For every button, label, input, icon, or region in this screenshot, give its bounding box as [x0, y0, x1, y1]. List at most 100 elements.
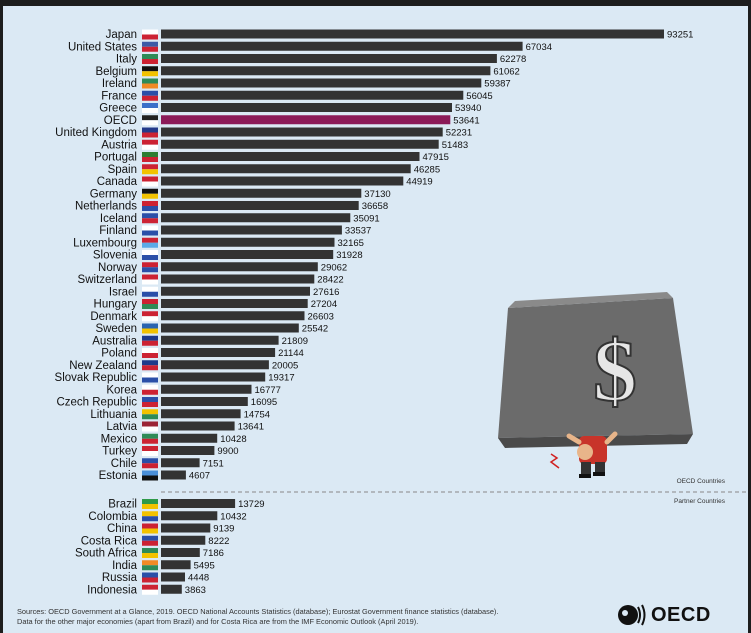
country-label-austria: Austria	[101, 139, 137, 151]
bar-latvia	[161, 421, 235, 431]
value-label-latvia: 13641	[238, 422, 264, 433]
block-face	[498, 298, 693, 438]
value-label-south-africa: 7186	[203, 548, 224, 559]
flag-icon-lithuania	[142, 409, 158, 420]
value-label-germany: 37130	[364, 189, 390, 200]
bar-korea	[161, 384, 252, 394]
bar-czech-republic	[161, 397, 248, 406]
value-label-netherlands: 36658	[362, 201, 388, 212]
flag-icon-portugal	[142, 152, 158, 162]
value-label-costa-rica: 8222	[208, 536, 229, 547]
bar-mexico	[161, 433, 218, 443]
country-label-australia: Australia	[92, 335, 137, 347]
bar-ireland	[161, 78, 482, 88]
bar-south-africa	[161, 548, 200, 557]
country-label-india: India	[112, 560, 138, 572]
flag-icon-united-states	[142, 41, 158, 52]
flag-icon-slovenia	[142, 250, 158, 260]
flag-icon-indonesia	[142, 584, 158, 595]
flag-icon-latvia	[142, 421, 158, 432]
country-label-mexico: Mexico	[101, 433, 137, 445]
country-label-hungary: Hungary	[94, 299, 138, 311]
value-label-belgium: 61062	[493, 66, 519, 77]
country-label-germany: Germany	[90, 188, 138, 200]
flag-icon-norway	[142, 262, 158, 273]
country-label-spain: Spain	[108, 164, 137, 176]
bar-greece	[161, 103, 452, 112]
value-label-united-kingdom: 52231	[446, 128, 472, 139]
country-label-japan: Japan	[106, 29, 137, 41]
value-label-mexico: 10428	[220, 434, 246, 445]
country-label-united-states: United States	[68, 41, 137, 53]
section-label-oecd: OECD Countries	[677, 478, 726, 485]
bar-denmark	[161, 311, 305, 321]
country-label-canada: Canada	[97, 176, 138, 188]
flag-icon-germany	[142, 188, 158, 199]
value-label-russia: 4448	[188, 573, 209, 584]
bar-brazil	[161, 499, 236, 508]
flag-icon-canada	[142, 176, 158, 187]
bar-india	[161, 560, 191, 570]
bar-oecd	[161, 115, 451, 125]
flag-icon-finland	[142, 225, 158, 236]
flag-icon-oecd	[142, 115, 158, 126]
value-label-portugal: 47915	[423, 152, 449, 163]
flag-icon-japan	[142, 29, 158, 40]
bar-japan	[161, 29, 664, 39]
bar-slovenia	[161, 250, 334, 259]
value-label-norway: 29062	[321, 262, 347, 273]
country-label-chile: Chile	[111, 458, 137, 470]
value-label-colombia: 10432	[220, 511, 246, 522]
value-label-france: 56045	[466, 91, 492, 102]
value-label-lithuania: 14754	[244, 409, 270, 420]
value-label-canada: 44919	[406, 177, 432, 188]
country-label-estonia: Estonia	[99, 470, 138, 482]
country-label-costa-rica: Costa Rica	[81, 535, 138, 547]
country-label-iceland: Iceland	[100, 213, 137, 225]
country-label-colombia: Colombia	[88, 511, 137, 523]
value-label-brazil: 13729	[238, 499, 264, 510]
country-label-latvia: Latvia	[106, 421, 137, 433]
flag-icon-denmark	[142, 311, 158, 322]
value-label-iceland: 35091	[353, 213, 379, 224]
country-label-italy: Italy	[116, 54, 137, 66]
country-label-oecd: OECD	[104, 115, 137, 127]
value-label-czech-republic: 16095	[251, 397, 277, 408]
value-label-switzerland: 28422	[317, 275, 343, 286]
country-label-korea: Korea	[106, 384, 137, 396]
flag-icon-chile	[142, 458, 158, 469]
value-label-turkey: 9900	[217, 446, 238, 457]
value-label-indonesia: 3863	[185, 585, 206, 596]
country-label-greece: Greece	[99, 103, 137, 115]
bar-israel	[161, 286, 310, 296]
value-label-new-zealand: 20005	[272, 360, 298, 371]
value-label-japan: 93251	[667, 30, 693, 41]
dollar-symbol: $	[593, 323, 637, 420]
bar-russia	[161, 572, 185, 582]
block-top	[508, 292, 673, 308]
flag-icon-hungary	[142, 299, 158, 309]
flag-icon-turkey	[142, 446, 158, 456]
value-label-greece: 53940	[455, 103, 481, 114]
value-label-finland: 33537	[345, 226, 371, 237]
flag-icon-india	[142, 560, 158, 571]
country-label-south-africa: South Africa	[75, 548, 138, 560]
bar-hungary	[161, 299, 308, 308]
value-label-poland: 21144	[278, 348, 304, 359]
flag-icon-spain	[142, 164, 158, 175]
oecd-logo-text: OECD	[651, 603, 711, 626]
value-label-estonia: 4607	[189, 471, 210, 482]
value-label-italy: 62278	[500, 54, 526, 65]
bar-costa-rica	[161, 535, 206, 545]
flag-icon-switzerland	[142, 274, 158, 285]
flag-icon-mexico	[142, 433, 158, 444]
country-label-luxembourg: Luxembourg	[73, 237, 137, 249]
section-label-partner: Partner Countries	[674, 498, 726, 505]
flag-icon-luxembourg	[142, 237, 158, 248]
value-label-slovenia: 31928	[336, 250, 362, 261]
country-label-portugal: Portugal	[94, 152, 137, 164]
bar-austria	[161, 139, 439, 149]
source-notes: Sources: OECD Government at a Glance, 20…	[17, 607, 597, 627]
flag-icon-france	[142, 90, 158, 101]
bar-poland	[161, 348, 276, 357]
